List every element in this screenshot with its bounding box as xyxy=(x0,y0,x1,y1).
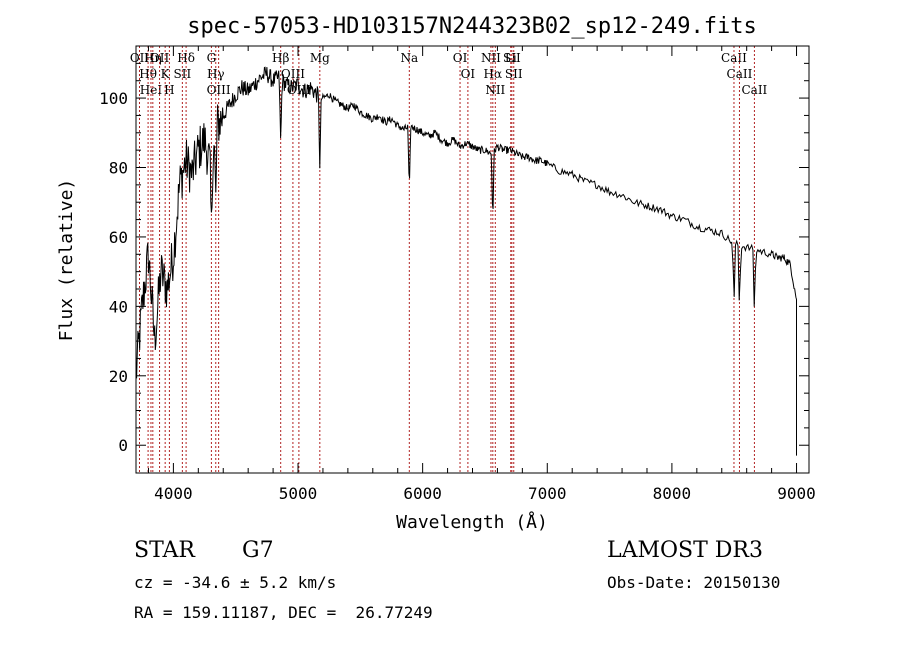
x-tick-label: 9000 xyxy=(777,484,816,503)
absorption-line-label: Li xyxy=(505,51,517,65)
absorption-line-label: NII xyxy=(481,51,501,65)
observation-date: Obs-Date: 20150130 xyxy=(607,573,781,592)
coordinates: RA = 159.11187, DEC = 26.77249 xyxy=(134,603,433,622)
x-tick-label: 6000 xyxy=(403,484,442,503)
absorption-line-label: H xyxy=(164,83,174,97)
absorption-line-label: SII xyxy=(174,67,192,81)
y-tick-label: 0 xyxy=(118,436,128,455)
absorption-line-label: Hγ xyxy=(207,67,225,81)
absorption-line-label: OI xyxy=(461,67,476,81)
absorption-line-label: CaII xyxy=(727,67,753,81)
absorption-line-label: OIII xyxy=(281,67,305,81)
spectrum-series xyxy=(135,66,797,456)
absorption-line-label: Na xyxy=(400,51,418,65)
y-tick-label: 20 xyxy=(109,367,128,386)
absorption-line-label: Hδ xyxy=(177,51,195,65)
absorption-line-label: CaII xyxy=(741,83,767,97)
absorption-line-label: OIII xyxy=(207,83,231,97)
y-tick-label: 60 xyxy=(109,228,128,247)
x-tick-label: 4000 xyxy=(154,484,193,503)
absorption-line-label: Hη xyxy=(144,51,162,65)
subclass-label: G7 xyxy=(242,538,274,563)
absorption-line-label: SII xyxy=(505,67,523,81)
y-tick-label: 100 xyxy=(99,89,128,108)
absorption-line-label: Mg xyxy=(310,51,330,65)
absorption-line-label: Hθ xyxy=(139,67,157,81)
y-axis-label: Flux (relative) xyxy=(56,179,77,342)
class-label: STAR xyxy=(134,538,195,563)
x-tick-label: 8000 xyxy=(653,484,692,503)
y-tick-label: 80 xyxy=(109,159,128,178)
x-axis-label: Wavelength (Å) xyxy=(396,511,548,533)
axes: 4000 5000 6000 7000 8000 9000 0 20 40 60 80 100 xyxy=(99,46,816,503)
x-tick-label: 7000 xyxy=(528,484,567,503)
absorption-line-label: NII xyxy=(485,83,505,97)
x-tick-label: 5000 xyxy=(279,484,318,503)
absorption-line-label: HeI xyxy=(140,83,163,97)
absorption-line-label: OII xyxy=(130,51,150,65)
chart-title: spec-57053-HD103157N244323B02_sp12-249.f… xyxy=(187,14,757,39)
y-tick-label: 40 xyxy=(109,297,128,316)
absorption-line-label: G xyxy=(207,51,217,65)
absorption-line-label: K xyxy=(161,67,171,81)
absorption-line-label: Hα xyxy=(484,67,503,81)
absorption-line-label: Hβ xyxy=(272,51,289,65)
absorption-line-label: OI xyxy=(453,51,468,65)
spectrum-line xyxy=(135,66,797,456)
absorption-line-label: CaII xyxy=(721,51,747,65)
survey-name: LAMOST DR3 xyxy=(607,538,763,563)
spectrum-chart: spec-57053-HD103157N244323B02_sp12-249.f… xyxy=(56,14,816,533)
absorption-line-label: SII xyxy=(503,51,521,65)
cz-value: cz = -34.6 ± 5.2 km/s xyxy=(134,573,337,592)
absorption-line-label: OII xyxy=(150,51,170,65)
plot-frame xyxy=(135,45,810,474)
